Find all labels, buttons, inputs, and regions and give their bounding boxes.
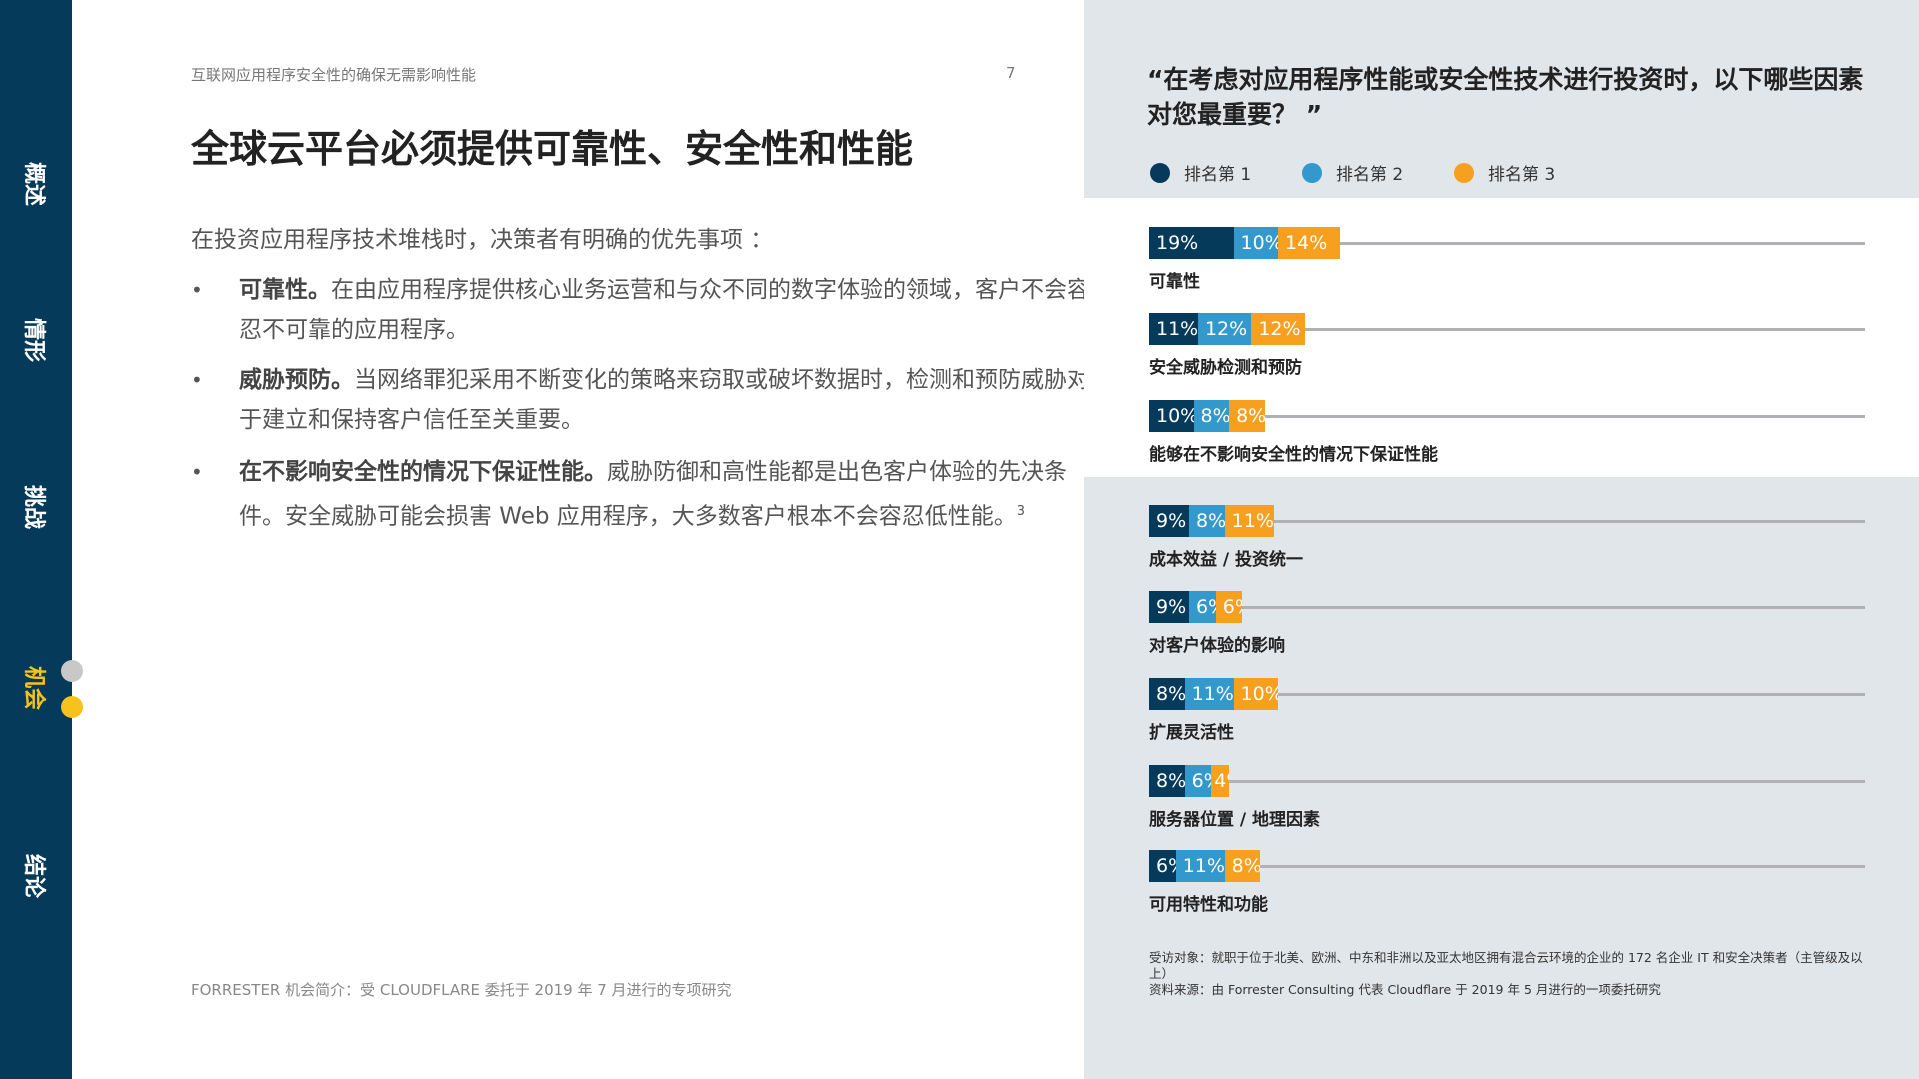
- category-label: 扩展灵活性: [1149, 723, 1234, 743]
- source-note: 资料来源：由 Forrester Consulting 代表 Cloudflar…: [1149, 982, 1661, 997]
- page-title: 全球云平台必须提供可靠性、安全性和性能: [191, 127, 914, 171]
- stacked-bar: 19%10%14%: [1149, 227, 1341, 259]
- bar-segment: 9%: [1149, 591, 1190, 623]
- legend-label: 排名第 1: [1184, 165, 1252, 185]
- bar-segment: 11%: [1224, 505, 1274, 537]
- bar-track: [1149, 520, 1865, 523]
- chart-panel: “在考虑对应用程序性能或安全性技术进行投资时，以下哪些因素对您最重要？ ” 排名…: [1084, 0, 1919, 1079]
- bar-track: [1149, 693, 1865, 696]
- legend-label: 排名第 3: [1488, 165, 1556, 185]
- bar-track: [1149, 780, 1865, 783]
- bullet-text: 可靠性。在由应用程序提供核心业务运营和与众不同的数字体验的领域，客户不会容忍不可…: [239, 270, 1091, 350]
- bar-track: [1149, 415, 1865, 418]
- bar-segment: 19%: [1149, 227, 1234, 259]
- bar-segment: 6%: [1184, 765, 1212, 797]
- chart-notes: 受访对象：就职于位于北美、欧洲、中东和非洲以及亚太地区拥有混合云环境的企业的 1…: [1149, 950, 1869, 998]
- bullet-body: 当网络罪犯采用不断变化的策略来窃取或破坏数据时，检测和预防威胁对于建立和保持客户…: [239, 367, 1090, 433]
- legend-label: 排名第 2: [1336, 165, 1404, 185]
- bullet-icon: •: [191, 460, 203, 484]
- legend-item: 排名第 3: [1454, 160, 1555, 185]
- category-label: 能够在不影响安全性的情况下保证性能: [1149, 445, 1438, 465]
- bar-track: [1149, 328, 1865, 331]
- bullet-body: 威胁防御和高性能都是出色客户体验的先决条件。安全威胁可能会损害 Web 应用程序…: [239, 459, 1067, 530]
- stacked-bar: 9% 8% 11%: [1149, 505, 1274, 537]
- base-note: 受访对象：就职于位于北美、欧洲、中东和非洲以及亚太地区拥有混合云环境的企业的 1…: [1149, 950, 1863, 981]
- bar-segment: 11%: [1175, 850, 1225, 882]
- intro-text: 在投资应用程序技术堆栈时，决策者有明确的优先事项 ：: [191, 227, 774, 253]
- sidebar-item[interactable]: 情形: [21, 317, 46, 363]
- stacked-bar: 10%8%8%: [1149, 400, 1265, 432]
- bullet-text: 威胁预防。当网络罪犯采用不断变化的策略来窃取或破坏数据时，检测和预防威胁对于建立…: [239, 360, 1091, 440]
- legend-item: 排名第 1: [1150, 160, 1251, 185]
- bar-segment: 10%: [1233, 227, 1279, 259]
- stacked-bar: 6%11%8%: [1149, 850, 1261, 882]
- bar-segment: 11%: [1184, 678, 1234, 710]
- sidebar-item[interactable]: 概述: [21, 161, 46, 207]
- bar-segment: 4%: [1211, 765, 1230, 797]
- category-label: 服务器位置 / 地理因素: [1149, 810, 1321, 830]
- bar-segment: 6%: [1149, 850, 1176, 882]
- bullet-text: 在不影响安全性的情况下保证性能。威胁防御和高性能都是出色客户体验的先决条件。安全…: [239, 452, 1091, 537]
- bullet-bold: 在不影响安全性的情况下保证性能。: [239, 459, 607, 485]
- sidebar-item[interactable]: 挑战: [21, 484, 46, 530]
- bar-segment: 11%: [1149, 313, 1198, 345]
- stacked-bar: 11% 12% 12%: [1149, 313, 1305, 345]
- bullet-bold: 可靠性。: [239, 277, 331, 303]
- footer-text: FORRESTER 机会简介：受 CLOUDFLARE 委托于 2019 年 7…: [191, 981, 732, 999]
- bullet-item: • 在不影响安全性的情况下保证性能。威胁防御和高性能都是出色客户体验的先决条件。安…: [191, 452, 1091, 537]
- category-label: 安全威胁检测和预防: [1149, 358, 1302, 378]
- stacked-bar: 8%6%4%: [1149, 765, 1230, 797]
- progress-dot-inactive: [61, 660, 83, 682]
- bullet-bold: 威胁预防。: [239, 367, 354, 393]
- progress-dot-active: [61, 696, 83, 718]
- bar-segment: 12%: [1251, 313, 1305, 345]
- legend-dot-icon: [1302, 162, 1322, 183]
- bullet-item: • 可靠性。在由应用程序提供核心业务运营和与众不同的数字体验的领域，客户不会容忍不…: [191, 270, 1091, 350]
- bar-segment: 8%: [1149, 765, 1185, 797]
- category-label: 成本效益 / 投资统一: [1149, 550, 1304, 570]
- bar-segment: 9%: [1149, 505, 1190, 537]
- bar-segment: 8%: [1229, 400, 1265, 432]
- sidebar-item[interactable]: 机会: [21, 665, 46, 711]
- legend-item: 排名第 2: [1302, 160, 1403, 185]
- bar-segment: 6%: [1215, 591, 1243, 623]
- footnote-ref: 3: [1016, 504, 1026, 519]
- bullet-body: 在由应用程序提供核心业务运营和与众不同的数字体验的领域，客户不会容忍不可靠的应用…: [239, 277, 1090, 343]
- bullet-icon: •: [191, 278, 203, 302]
- bar-segment: 10%: [1149, 400, 1194, 432]
- bar-track: [1149, 606, 1865, 609]
- bar-segment: 8%: [1149, 678, 1185, 710]
- bar-segment: 6%: [1189, 591, 1216, 623]
- stacked-bar: 8%11%10%: [1149, 678, 1279, 710]
- chart-title: “在考虑对应用程序性能或安全性技术进行投资时，以下哪些因素对您最重要？ ”: [1147, 65, 1864, 129]
- category-label: 对客户体验的影响: [1149, 636, 1285, 656]
- bar-segment: 8%: [1193, 400, 1230, 432]
- bar-segment: 14%: [1278, 227, 1341, 259]
- left-page: 互联网应用程序安全性的确保无需影响性能 7 全球云平台必须提供可靠性、安全性和性…: [72, 0, 1090, 1079]
- bar-track: [1149, 865, 1865, 868]
- legend-dot-icon: [1454, 162, 1474, 183]
- category-label: 可靠性: [1149, 272, 1200, 292]
- sidebar-item[interactable]: 结论: [21, 853, 46, 899]
- page-number: 7: [1006, 64, 1016, 82]
- bar-segment: 8%: [1224, 850, 1261, 882]
- bar-track: [1149, 242, 1865, 245]
- section-sidebar: 概述情形挑战机会结论: [0, 0, 72, 1079]
- bar-segment: 12%: [1197, 313, 1252, 345]
- category-label: 可用特性和功能: [1149, 895, 1268, 915]
- stacked-bar: 9%6%6%: [1149, 591, 1243, 623]
- running-header: 互联网应用程序安全性的确保无需影响性能: [191, 66, 477, 84]
- bar-segment: 8%: [1189, 505, 1225, 537]
- legend-dot-icon: [1150, 162, 1170, 183]
- bar-segment: 10%: [1233, 678, 1279, 710]
- bullet-icon: •: [191, 368, 203, 392]
- bullet-item: • 威胁预防。当网络罪犯采用不断变化的策略来窃取或破坏数据时，检测和预防威胁对于建…: [191, 360, 1091, 440]
